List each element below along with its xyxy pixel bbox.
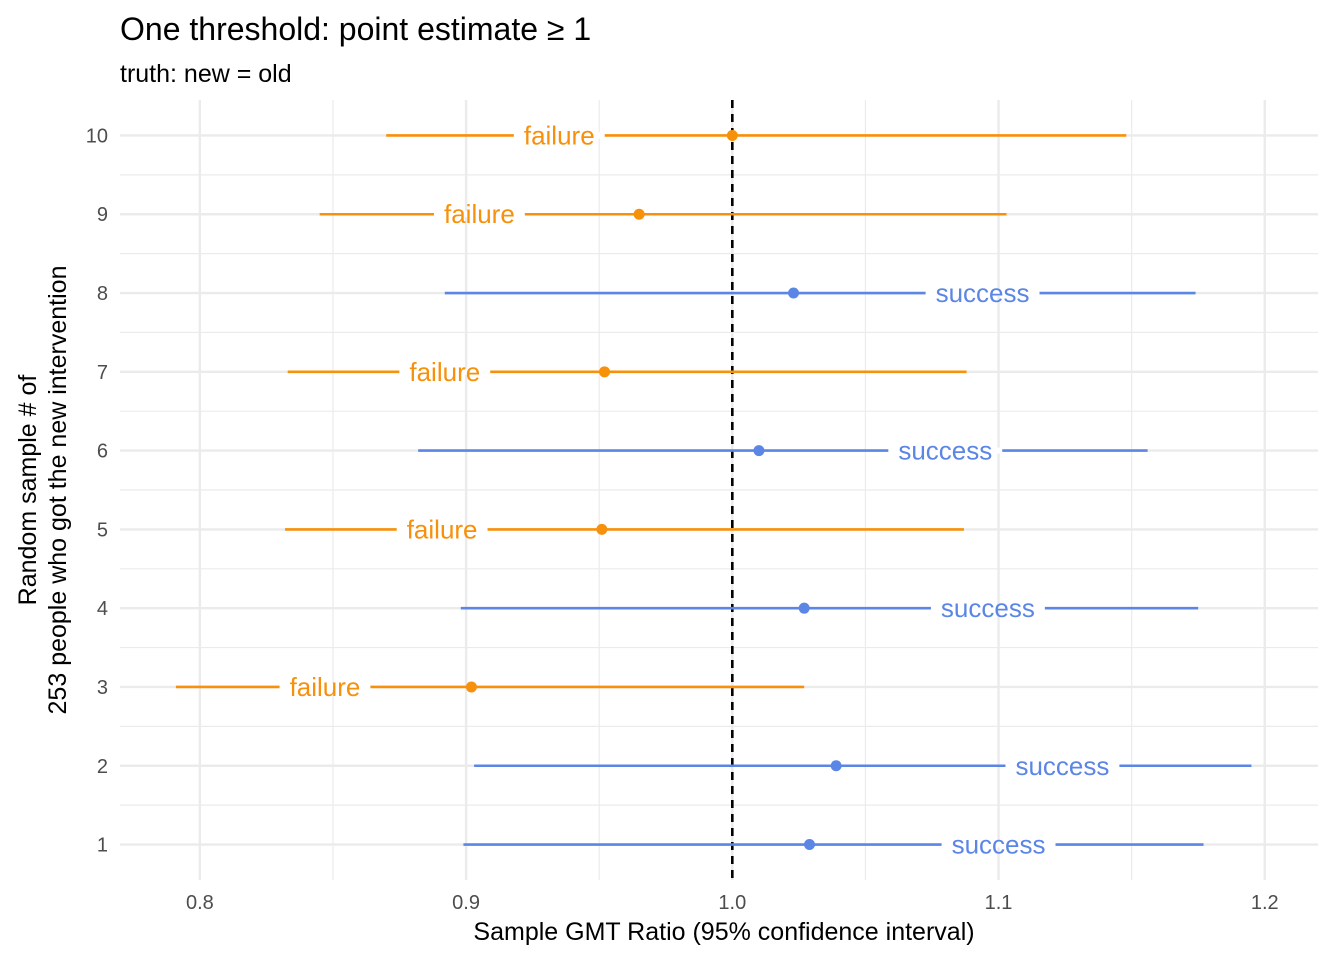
y-axis-title-line: 253 people who got the new intervention <box>44 266 72 715</box>
result-label-2: success <box>1015 751 1109 781</box>
result-label-10: failure <box>524 120 595 150</box>
point-estimate-9 <box>633 208 645 220</box>
tick-label-layer: 0.8 0.9 1.0 1.1 1.2 1 2 3 4 5 6 7 8 9 10 <box>86 125 1279 914</box>
y-tick-label: 8 <box>97 283 108 305</box>
result-label-background <box>399 368 491 375</box>
chart-subtitle: truth: new = old <box>120 60 292 88</box>
point-estimate-1 <box>804 839 816 851</box>
point-layer <box>465 129 842 851</box>
y-tick-label: 10 <box>86 125 108 147</box>
chart-title: One threshold: point estimate ≥ 1 <box>120 11 591 47</box>
result-label-background <box>433 211 525 218</box>
x-tick-label: 1.0 <box>718 892 746 914</box>
x-tick-label: 0.9 <box>452 892 480 914</box>
result-label-4: success <box>941 593 1035 623</box>
result-label-7: failure <box>409 357 480 387</box>
y-tick-label: 5 <box>97 519 108 541</box>
grid-layer <box>120 100 1318 880</box>
point-estimate-3 <box>465 681 477 693</box>
y-tick-label: 1 <box>97 835 108 857</box>
result-label-3: failure <box>290 672 361 702</box>
result-label-background <box>930 605 1045 612</box>
point-estimate-8 <box>788 287 800 299</box>
result-label-8: success <box>936 278 1030 308</box>
result-label-background <box>513 132 605 139</box>
y-axis-title-line: Random sample # of <box>14 375 42 606</box>
y-tick-label: 7 <box>97 362 108 384</box>
x-axis-title: Sample GMT Ratio (95% confidence interva… <box>473 918 974 946</box>
point-estimate-7 <box>599 366 611 378</box>
point-estimate-6 <box>753 445 765 457</box>
x-tick-label: 1.1 <box>985 892 1013 914</box>
result-label-5: failure <box>407 514 478 544</box>
y-tick-label: 3 <box>97 677 108 699</box>
point-estimate-2 <box>830 760 842 772</box>
result-label-1: success <box>952 830 1046 860</box>
interval-layer <box>175 134 1252 846</box>
y-tick-label: 6 <box>97 441 108 463</box>
result-label-background <box>279 683 371 690</box>
y-tick-label: 9 <box>97 204 108 226</box>
y-axis-title: Random sample # of253 people who got the… <box>14 266 72 715</box>
y-tick-label: 4 <box>97 598 108 620</box>
result-label-background <box>888 447 1003 454</box>
result-label-6: success <box>898 436 992 466</box>
x-tick-label: 1.2 <box>1251 892 1279 914</box>
result-label-background <box>396 526 488 533</box>
x-tick-label: 0.8 <box>186 892 214 914</box>
point-estimate-4 <box>798 602 810 614</box>
result-label-background <box>941 841 1056 848</box>
point-estimate-10 <box>726 129 738 141</box>
y-tick-label: 2 <box>97 756 108 778</box>
result-label-layer: success success failure success failure succe… <box>279 120 1120 860</box>
result-label-9: failure <box>444 199 515 229</box>
point-estimate-5 <box>596 523 608 535</box>
result-label-background <box>1005 762 1120 769</box>
result-label-background <box>925 290 1040 297</box>
